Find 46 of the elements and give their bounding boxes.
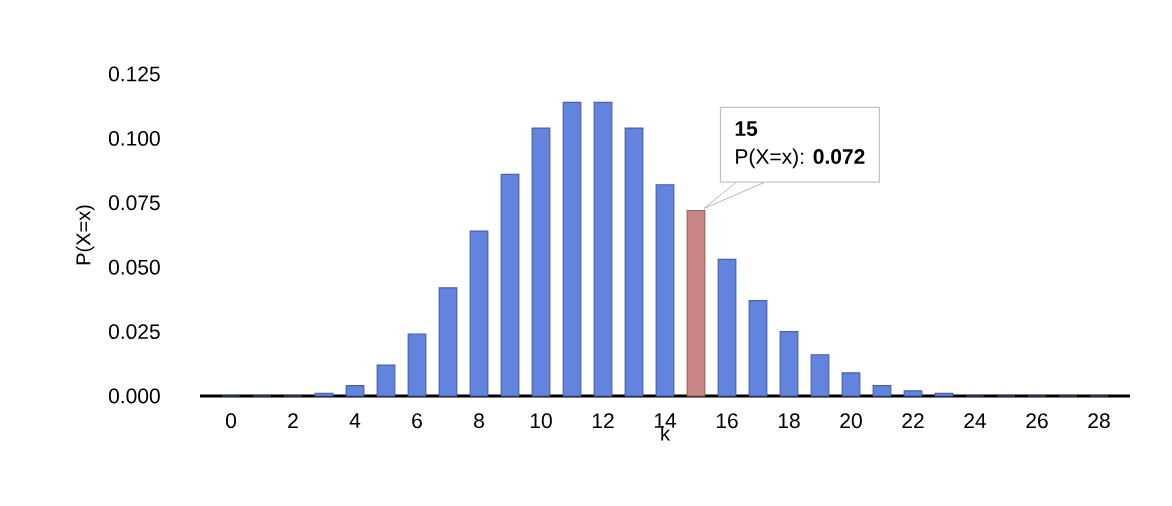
x-tick-label: 20 (840, 413, 862, 429)
bar (345, 385, 365, 397)
x-tick-label: 6 (412, 413, 422, 429)
y-axis-title: P(X=x) (75, 205, 95, 265)
bar (810, 354, 830, 397)
bar (841, 372, 861, 397)
y-tick-label: 0.025 (108, 324, 160, 340)
bar (314, 392, 334, 397)
x-tick-label: 26 (1026, 413, 1048, 429)
x-tick-label: 4 (349, 413, 361, 428)
x-tick-label: 0 (225, 413, 237, 429)
annotation: 15 (735, 121, 758, 136)
bar (407, 333, 427, 397)
y-tick-label: 0.050 (108, 259, 160, 275)
bar (717, 258, 737, 397)
bar (469, 230, 489, 397)
annotation: P(X=x): 0.072 (736, 148, 865, 169)
bar (624, 127, 644, 397)
x-tick-label: 8 (474, 413, 484, 429)
bar (593, 101, 613, 397)
x-tick-label: 24 (964, 413, 987, 428)
bar (655, 184, 675, 397)
bar (779, 330, 799, 397)
bar (903, 390, 923, 397)
bar (438, 287, 458, 397)
x-axis-title: k (661, 425, 671, 441)
bar (531, 127, 551, 397)
y-tick-label: 0.100 (108, 130, 160, 146)
x-tick-label: 10 (530, 413, 552, 429)
x-tick-label: 22 (902, 413, 924, 428)
bar (686, 209, 706, 397)
bar (500, 173, 520, 397)
bar (934, 392, 954, 397)
x-tick-label: 18 (778, 413, 800, 429)
x-tick-label: 16 (716, 413, 738, 429)
x-tick-label: 14 (654, 413, 677, 428)
bar (562, 101, 582, 397)
bar (748, 300, 768, 397)
bar (872, 385, 892, 397)
x-tick-label: 2 (288, 413, 298, 428)
x-tick-label: 12 (592, 413, 614, 428)
y-tick-label: 0.000 (108, 388, 160, 404)
y-tick-label: 0.075 (108, 195, 160, 211)
y-tick-label: 0.125 (108, 66, 160, 82)
x-tick-label: 28 (1088, 413, 1110, 429)
bar (376, 364, 396, 397)
